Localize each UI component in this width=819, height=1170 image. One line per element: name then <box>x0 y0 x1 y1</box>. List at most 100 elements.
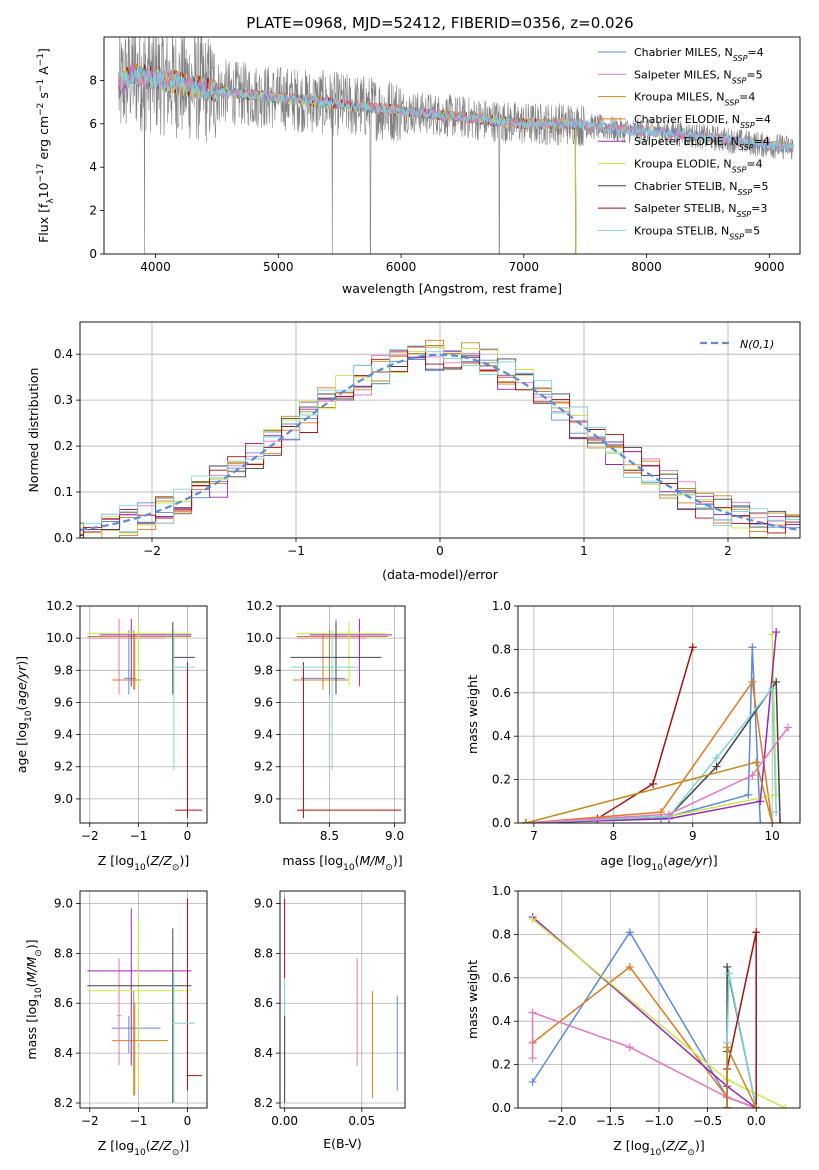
y-axis-label: mass weight <box>465 960 480 1039</box>
series-point-salpeter_miles <box>528 1054 537 1063</box>
series-point-chabrier_elodie <box>625 962 634 971</box>
legend-text: Chabrier STELIB, N <box>634 180 738 193</box>
label-part: age/yr <box>14 665 29 706</box>
series-point-chabrier_stelib <box>776 819 785 823</box>
legend-entry: Kroupa ELODIE, NSSP=4 <box>634 158 763 175</box>
series-point-salpeter_stelib <box>649 779 658 788</box>
legend-sub: SSP <box>740 120 755 129</box>
y-tick-label: 10.0 <box>46 631 73 645</box>
series-point-salpeter_miles <box>625 1043 634 1052</box>
series-point-kroupa_miles <box>768 819 777 823</box>
x-axis-label: mass [log10(M/M⊙)] <box>282 853 402 873</box>
label-part: −2 <box>36 103 46 116</box>
legend-text: Kroupa STELIB, N <box>634 224 729 237</box>
series-point-kroupa_elodie <box>528 915 537 924</box>
y-tick-label: 0.4 <box>492 1014 511 1028</box>
legend-text: Chabrier ELODIE, N <box>634 113 740 126</box>
legend-text: =4 <box>755 113 771 126</box>
x-tick-label: 0.00 <box>271 1114 298 1128</box>
x-tick-label: 8.5 <box>320 829 339 843</box>
legend-text: =5 <box>746 68 762 81</box>
histograms <box>80 339 800 538</box>
axes-spectrum: 4000 5000 6000 7000 8000 9000 0 2 4 6 8 wavelength … <box>36 36 801 296</box>
legend-sub: SSP <box>732 76 747 85</box>
x-axis-label: E(B-V) <box>323 1136 362 1151</box>
legend-text: =4 <box>739 91 755 104</box>
label-part: erg cm <box>36 116 51 164</box>
histogram-chabrier_stelib <box>80 355 800 538</box>
y-tick-label: 8.4 <box>54 1046 73 1060</box>
label-part: M/M <box>24 956 39 982</box>
spectrum-lines <box>118 37 794 254</box>
series-line-chabrier_elodie <box>525 680 773 823</box>
label-part: ( <box>146 1138 151 1153</box>
x-tick-label: −2 <box>81 1114 99 1128</box>
label-part: Z [log <box>613 1138 649 1153</box>
label-part: ( <box>24 982 39 987</box>
series-line-salpeter_miles <box>531 1011 757 1108</box>
series-point-kroupa_miles <box>723 1104 732 1108</box>
y-tick-label: 9.0 <box>254 792 273 806</box>
x-tick-label: 0 <box>184 829 192 843</box>
legend-text: =5 <box>744 224 760 237</box>
y-tick-label: 1.0 <box>492 599 511 613</box>
y-tick-label: 0 <box>89 247 97 261</box>
legend-text: =4 <box>747 46 763 59</box>
x-tick-label: −1.0 <box>644 1114 673 1128</box>
y-tick-label: 8.6 <box>254 996 273 1010</box>
y-tick-label: 8.8 <box>54 946 73 960</box>
series-point-chabrier_stelib <box>712 762 721 771</box>
axes-age_vs_mass: 8.5 9.0 9.0 9.2 9.4 9.6 9.8 10.0 10.2 mass [log10… <box>246 599 406 873</box>
label-part: age [log <box>14 722 29 773</box>
legend-text: Kroupa ELODIE, N <box>634 158 732 171</box>
x-tick-label: 5000 <box>263 260 294 274</box>
series-point-salpeter_stelib <box>688 643 697 652</box>
axes-frame-age_vs_Z <box>79 605 208 824</box>
figure-title: PLATE=0968, MJD=52412, FIBERID=0356, z=0… <box>246 14 633 32</box>
legend-text: Salpeter STELIB, N <box>634 202 736 215</box>
y-tick-label: 0.1 <box>54 485 73 499</box>
y-tick-label: 9.2 <box>54 760 73 774</box>
label-part: 10 <box>134 1148 146 1158</box>
model-spectrum-salpeter_miles <box>118 62 794 153</box>
y-tick-label: 4 <box>89 160 97 174</box>
label-part: 10 <box>134 863 146 873</box>
legend-entry: Salpeter ELODIE, NSSP=4 <box>634 135 770 152</box>
y-tick-label: 0.3 <box>54 393 73 407</box>
label-part: ⊙ <box>687 1148 695 1158</box>
label-part: )] <box>708 853 718 868</box>
x-tick-label: 1 <box>580 544 588 558</box>
x-tick-label: 7000 <box>509 260 540 274</box>
label-part: ( <box>355 853 360 868</box>
series-point-kroupa_elodie <box>781 1104 790 1108</box>
series-point-chabrier_stelib <box>772 677 781 686</box>
legend-entry: Chabrier ELODIE, NSSP=4 <box>634 113 771 129</box>
series-line-kroupa_miles <box>525 761 773 823</box>
legend-text: Salpeter ELODIE, N <box>634 135 739 148</box>
axes-frame-weight_vs_age <box>517 605 801 824</box>
label-part: ⊙ <box>385 863 393 873</box>
label-part: −1 <box>36 79 46 92</box>
legend-entry: N(0,1) <box>740 338 774 351</box>
x-tick-label: 4000 <box>140 260 171 274</box>
x-tick-label: 0.0 <box>747 1114 766 1128</box>
series-point-salpeter_stelib <box>752 928 761 937</box>
y-tick-label: 0.0 <box>492 816 511 830</box>
series-point-salpeter_miles <box>784 723 793 732</box>
y-tick-label: 9.8 <box>54 663 73 677</box>
legend-sub: SSP <box>736 210 751 219</box>
errorbars <box>87 898 203 1104</box>
x-tick-label: 9 <box>689 829 697 843</box>
legend-entry: Kroupa STELIB, NSSP=5 <box>634 224 760 241</box>
histogram-kroupa_stelib <box>80 345 800 527</box>
y-tick-label: 9.4 <box>254 728 273 742</box>
y-tick-label: 0.2 <box>492 1058 511 1072</box>
y-tick-label: 8.2 <box>54 1096 73 1110</box>
label-part: 10 <box>36 182 51 198</box>
legend-entry: Chabrier STELIB, NSSP=5 <box>634 180 768 197</box>
label-part: age [log <box>600 853 651 868</box>
x-tick-label: 9000 <box>754 260 785 274</box>
y-tick-label: 9.0 <box>54 792 73 806</box>
series-point-salpeter_miles <box>664 810 673 819</box>
